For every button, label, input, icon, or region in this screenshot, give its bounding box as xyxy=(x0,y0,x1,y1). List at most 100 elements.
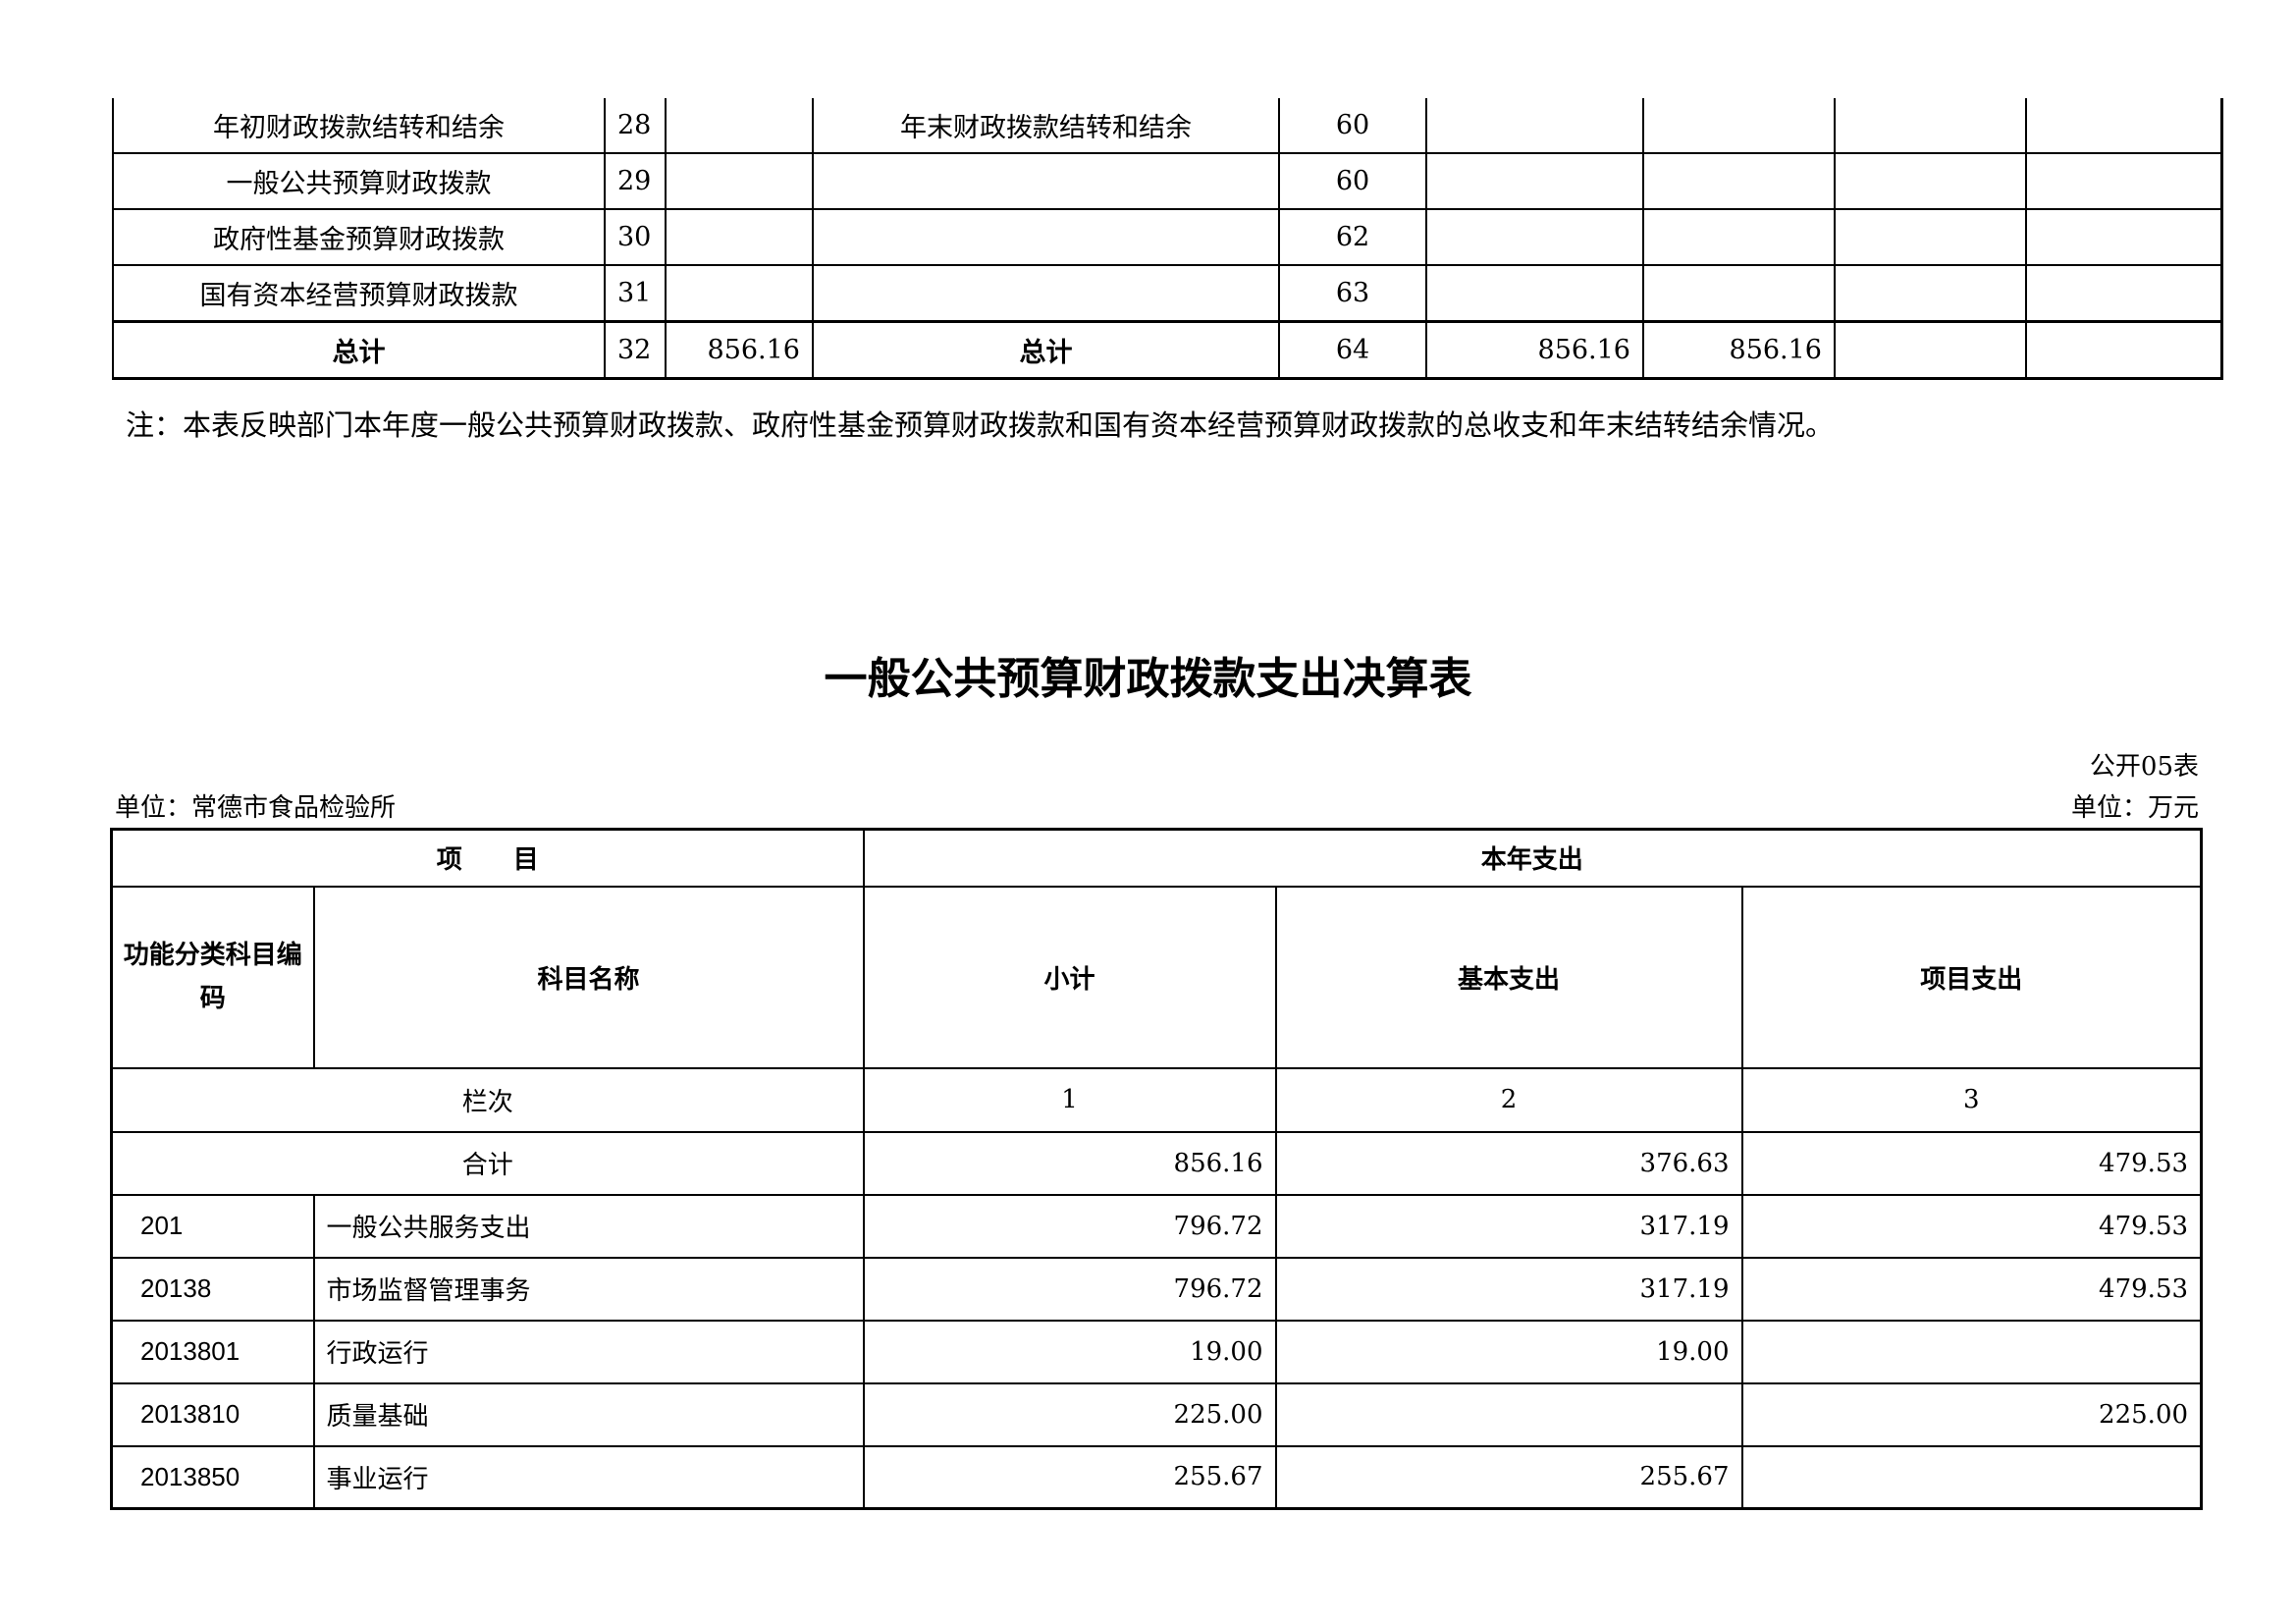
cell-basic: 19.00 xyxy=(1274,1319,1743,1384)
cell-name: 市场监督管理事务 xyxy=(312,1256,865,1322)
table-row: 一般公共预算财政拨款 29 60 xyxy=(112,152,2222,210)
cell-name: 一般公共服务支出 xyxy=(312,1193,865,1259)
index-2: 2 xyxy=(1274,1066,1743,1133)
cell-project xyxy=(1740,1444,2203,1510)
cell-subtotal: 796.72 xyxy=(862,1193,1277,1259)
cell-v3 xyxy=(1834,264,2027,323)
unit-organization: 单位：常德市食品检验所 xyxy=(115,793,397,823)
page-title: 一般公共预算财政拨款支出决算表 xyxy=(824,654,1472,704)
cell-v1: 856.16 xyxy=(1425,320,1644,380)
table-row: 2013850 事业运行 255.67 255.67 xyxy=(110,1444,2203,1510)
cell-code: 20138 xyxy=(110,1256,315,1322)
cell-right-label: 年末财政拨款结转和结余 xyxy=(812,98,1280,154)
index-label: 栏次 xyxy=(110,1066,865,1133)
total-subtotal: 856.16 xyxy=(862,1130,1277,1196)
cell-v2 xyxy=(1642,264,1836,323)
cell-left-no: 29 xyxy=(604,152,667,210)
cell-v3 xyxy=(1834,208,2027,266)
cell-v4 xyxy=(2025,320,2222,380)
cell-v1 xyxy=(1425,264,1644,323)
cell-right-label xyxy=(812,152,1280,210)
cell-right-no: 64 xyxy=(1278,320,1427,380)
cell-right-no: 62 xyxy=(1278,208,1427,266)
cell-v2 xyxy=(1642,98,1836,154)
cell-project xyxy=(1740,1319,2203,1384)
table-row: 2013810 质量基础 225.00 225.00 xyxy=(110,1381,2203,1447)
cell-name: 事业运行 xyxy=(312,1444,865,1510)
cell-left-no: 28 xyxy=(604,98,667,154)
cell-left-no: 31 xyxy=(604,264,667,323)
index-1: 1 xyxy=(862,1066,1277,1133)
cell-v2 xyxy=(1642,152,1836,210)
cell-basic: 255.67 xyxy=(1274,1444,1743,1510)
cell-left-label: 政府性基金预算财政拨款 xyxy=(112,208,606,266)
index-3: 3 xyxy=(1740,1066,2203,1133)
total-row: 合计 856.16 376.63 479.53 xyxy=(110,1130,2203,1196)
table-row: 政府性基金预算财政拨款 30 62 xyxy=(112,208,2222,266)
table-row: 年初财政拨款结转和结余 28 年末财政拨款结转和结余 60 xyxy=(112,98,2222,154)
cell-basic xyxy=(1274,1381,1743,1447)
cell-left-label: 国有资本经营预算财政拨款 xyxy=(112,264,606,323)
cell-left-label: 一般公共预算财政拨款 xyxy=(112,152,606,210)
cell-subtotal: 255.67 xyxy=(862,1444,1277,1510)
total-basic: 376.63 xyxy=(1274,1130,1743,1196)
table-row: 国有资本经营预算财政拨款 31 63 xyxy=(112,264,2222,323)
header-year-expenditure: 本年支出 xyxy=(862,828,2203,888)
table-row: 20138 市场监督管理事务 796.72 317.19 479.53 xyxy=(110,1256,2203,1322)
cell-project: 479.53 xyxy=(1740,1193,2203,1259)
cell-subtotal: 19.00 xyxy=(862,1319,1277,1384)
table-number: 公开05表 xyxy=(2089,752,2199,782)
cell-v3 xyxy=(1834,152,2027,210)
header-item: 项 目 xyxy=(110,828,865,888)
cell-left-val xyxy=(665,98,814,154)
header-name: 科目名称 xyxy=(312,885,865,1069)
cell-code: 201 xyxy=(110,1193,315,1259)
table-row: 2013801 行政运行 19.00 19.00 xyxy=(110,1319,2203,1384)
cell-right-label xyxy=(812,264,1280,323)
cell-v1 xyxy=(1425,98,1644,154)
cell-v4 xyxy=(2025,264,2222,323)
cell-code: 2013810 xyxy=(110,1381,315,1447)
header-subtotal: 小计 xyxy=(862,885,1277,1069)
cell-v4 xyxy=(2025,152,2222,210)
cell-subtotal: 225.00 xyxy=(862,1381,1277,1447)
table-row: 201 一般公共服务支出 796.72 317.19 479.53 xyxy=(110,1193,2203,1259)
cell-left-label: 总计 xyxy=(112,320,606,380)
cell-right-label: 总计 xyxy=(812,320,1280,380)
cell-left-no: 32 xyxy=(604,320,667,380)
total-row: 总计 32 856.16 总计 64 856.16 856.16 xyxy=(112,320,2222,380)
cell-right-no: 60 xyxy=(1278,98,1427,154)
cell-right-label xyxy=(812,208,1280,266)
cell-left-no: 30 xyxy=(604,208,667,266)
cell-left-val xyxy=(665,152,814,210)
cell-name: 行政运行 xyxy=(312,1319,865,1384)
cell-v3 xyxy=(1834,320,2027,380)
cell-left-label: 年初财政拨款结转和结余 xyxy=(112,98,606,154)
general-budget-expenditure-table: 项 目 本年支出 功能分类科目编码 科目名称 小计 基本支出 项目支出 栏次 1… xyxy=(110,828,2204,1510)
cell-v1 xyxy=(1425,152,1644,210)
cell-v2: 856.16 xyxy=(1642,320,1836,380)
cell-right-no: 60 xyxy=(1278,152,1427,210)
header-code: 功能分类科目编码 xyxy=(110,885,315,1069)
cell-left-val xyxy=(665,208,814,266)
total-label: 合计 xyxy=(110,1130,865,1196)
cell-subtotal: 796.72 xyxy=(862,1256,1277,1322)
cell-code: 2013850 xyxy=(110,1444,315,1510)
cell-left-val xyxy=(665,264,814,323)
cell-project: 479.53 xyxy=(1740,1256,2203,1322)
header-basic: 基本支出 xyxy=(1274,885,1743,1069)
cell-v2 xyxy=(1642,208,1836,266)
cell-basic: 317.19 xyxy=(1274,1193,1743,1259)
unit-money: 单位：万元 xyxy=(2070,793,2199,823)
table-note: 注：本表反映部门本年度一般公共预算财政拨款、政府性基金预算财政拨款和国有资本经营… xyxy=(126,408,1835,442)
cell-left-val: 856.16 xyxy=(665,320,814,380)
header-project: 项目支出 xyxy=(1740,885,2203,1069)
fiscal-allocation-summary-table: 年初财政拨款结转和结余 28 年末财政拨款结转和结余 60 一般公共预算财政拨款 29 60… xyxy=(112,98,2223,380)
cell-v4 xyxy=(2025,98,2222,154)
cell-v4 xyxy=(2025,208,2222,266)
cell-project: 225.00 xyxy=(1740,1381,2203,1447)
cell-code: 2013801 xyxy=(110,1319,315,1384)
cell-basic: 317.19 xyxy=(1274,1256,1743,1322)
cell-v1 xyxy=(1425,208,1644,266)
total-project: 479.53 xyxy=(1740,1130,2203,1196)
